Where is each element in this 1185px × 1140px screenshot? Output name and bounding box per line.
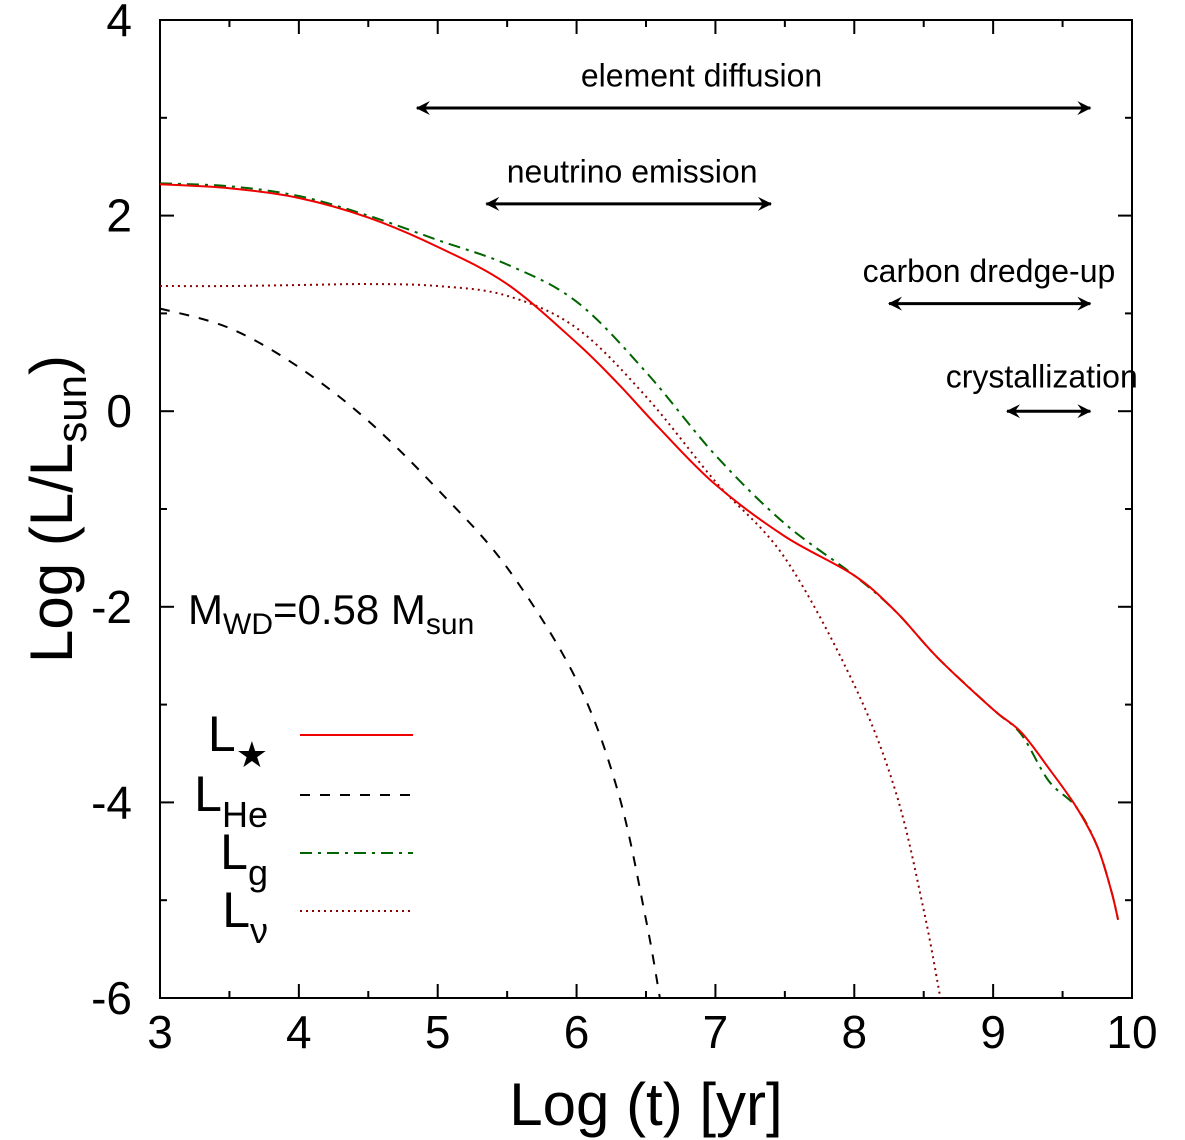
x-axis-label: Log (t) [yr] — [509, 1071, 782, 1138]
mass-label-value: =0.58 M — [273, 586, 426, 633]
x-tick-label: 5 — [425, 1006, 451, 1058]
y-axis-label-sub: sun — [48, 375, 95, 443]
annotation-label: crystallization — [946, 359, 1138, 395]
legend-label-sub: g — [248, 852, 268, 893]
x-tick-label: 3 — [147, 1006, 173, 1058]
legend-label: LHe — [194, 766, 268, 835]
y-tick-label: 0 — [106, 385, 132, 437]
y-axis-label-main: Log (L/L — [18, 443, 85, 663]
legend-label: L★ — [208, 706, 268, 775]
x-tick-labels: 3 4 5 6 7 8 9 10 — [147, 1006, 1157, 1058]
x-tick-label: 7 — [703, 1006, 729, 1058]
y-tick-label: -2 — [91, 581, 132, 633]
legend-label-sub: ν — [250, 910, 268, 951]
y-axis-label-close: ) — [18, 355, 85, 375]
x-tick-label: 10 — [1106, 1006, 1157, 1058]
mass-label-sun: sun — [426, 608, 474, 641]
x-tick-label: 8 — [841, 1006, 867, 1058]
legend-label-main: L — [222, 882, 250, 938]
y-tick-label: -4 — [91, 776, 132, 828]
legend-label-sub: He — [222, 794, 268, 835]
annotation-label: element diffusion — [581, 58, 822, 94]
legend-label-main: L — [208, 706, 236, 762]
x-tick-label: 4 — [286, 1006, 312, 1058]
y-tick-label: -6 — [91, 972, 132, 1024]
legend-label-sub: ★ — [236, 734, 268, 775]
y-axis-label: Log (L/Lsun) — [18, 355, 95, 663]
annotation-label: carbon dredge-up — [863, 253, 1116, 289]
legend-label: Lg — [220, 824, 268, 893]
mass-label-wd: WD — [223, 608, 273, 641]
mass-label-m: M — [188, 586, 223, 633]
series-lines — [159, 182, 1120, 999]
series-line-g — [159, 182, 1120, 920]
x-tick-label: 6 — [564, 1006, 590, 1058]
y-tick-label: 2 — [106, 190, 132, 242]
series-line-He — [159, 307, 661, 999]
annotations: element diffusion neutrino emission carbon… — [415, 58, 1138, 419]
mass-label: MWD=0.58 Msun — [188, 586, 474, 641]
legend-label-main: L — [194, 766, 222, 822]
annotation-label: neutrino emission — [507, 153, 758, 189]
series-line-★ — [159, 183, 1120, 920]
series-line-ν — [159, 283, 942, 999]
axis-ticks — [159, 19, 1133, 999]
y-tick-label: 4 — [106, 0, 132, 46]
legend-label: Lν — [222, 882, 268, 951]
legend-label-main: L — [220, 824, 248, 880]
x-tick-label: 9 — [980, 1006, 1006, 1058]
y-tick-labels: -6 -4 -2 0 2 4 — [91, 0, 132, 1024]
